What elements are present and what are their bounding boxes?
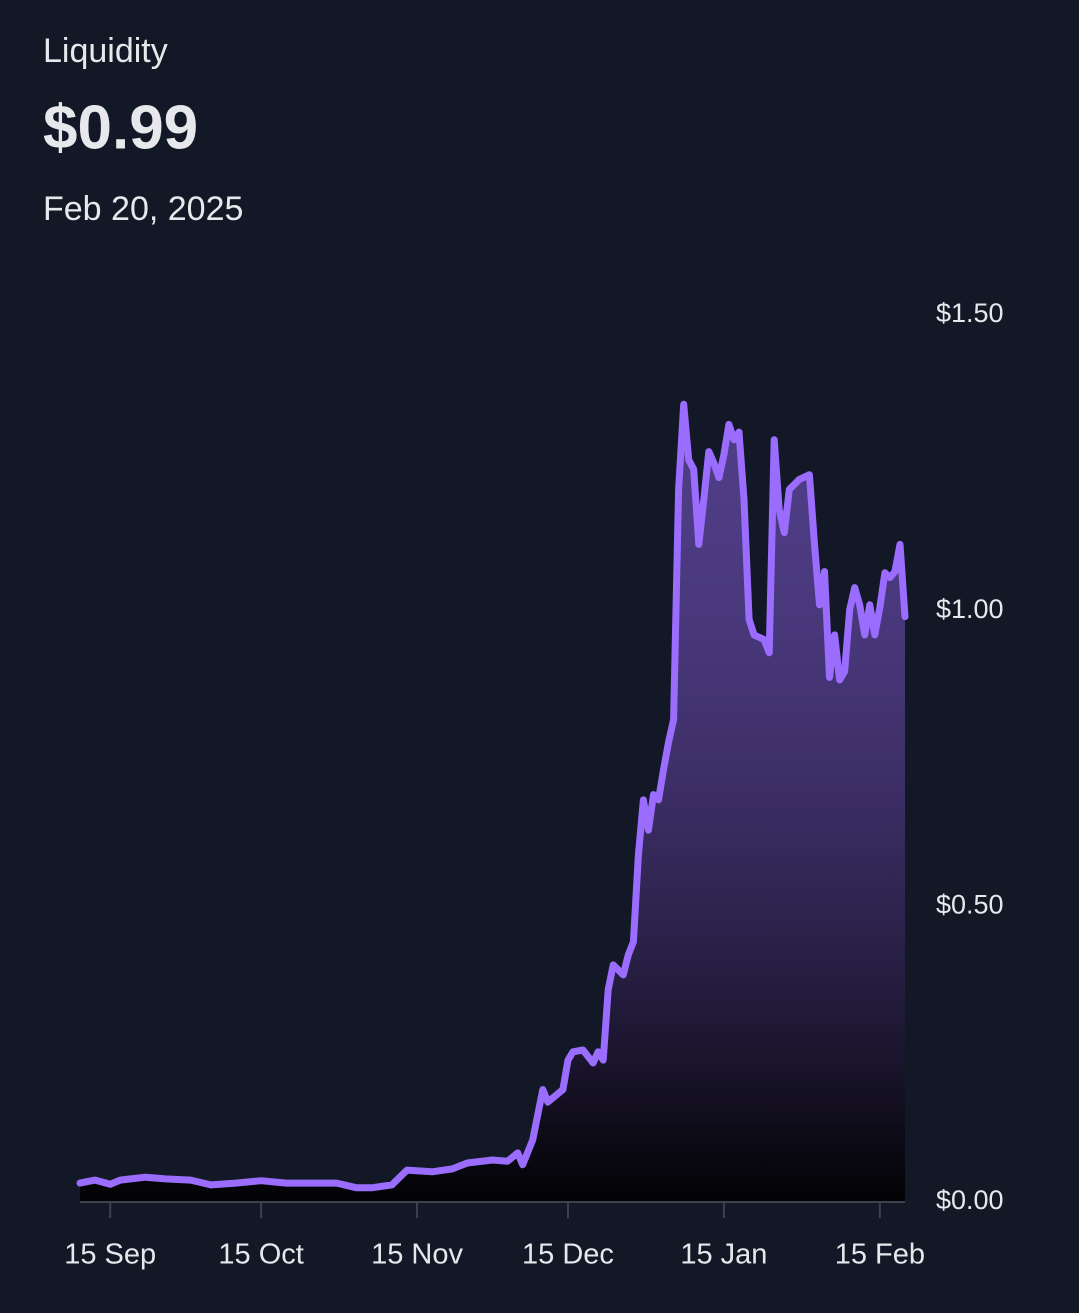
current-date: Feb 20, 2025 <box>43 190 243 228</box>
x-tick-label: 15 Sep <box>64 1239 156 1271</box>
x-tick-label: 15 Feb <box>835 1239 925 1271</box>
y-tick-label: $1.00 <box>936 594 1004 624</box>
x-tick-label: 15 Jan <box>680 1239 767 1271</box>
area-fill <box>80 404 905 1202</box>
x-tick-label: 15 Nov <box>371 1239 463 1271</box>
y-tick-label: $0.50 <box>936 889 1004 919</box>
x-tick-label: 15 Oct <box>218 1239 303 1271</box>
current-value: $0.99 <box>43 93 198 162</box>
chart-title: Liquidity <box>43 32 168 70</box>
line <box>76 400 909 1192</box>
y-tick-label: $1.50 <box>936 298 1004 328</box>
y-tick-label: $0.00 <box>936 1185 1004 1215</box>
x-tick-label: 15 Dec <box>522 1239 614 1271</box>
